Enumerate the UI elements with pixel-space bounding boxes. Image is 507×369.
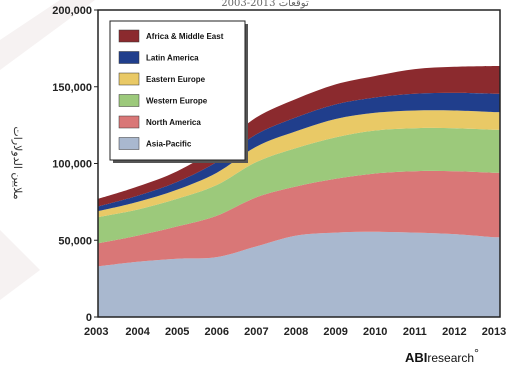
- legend-swatch: [118, 51, 140, 64]
- area-western-europe: [98, 127, 500, 244]
- legend-label: Western Europe: [146, 97, 208, 106]
- legend-items: Africa & Middle East Latin America Eastern…: [118, 29, 224, 150]
- legend-swatch: [118, 137, 140, 150]
- area-north-america: [98, 170, 500, 267]
- legend-label: North America: [146, 118, 201, 127]
- x-tick-label: 2009: [323, 326, 347, 338]
- brand-logo-light: research: [427, 351, 474, 365]
- legend-label: Eastern Europe: [146, 75, 206, 84]
- y-tick-label: 50,000: [58, 235, 92, 247]
- x-tick-label: 2011: [403, 326, 427, 338]
- brand-logo: ABIresearch°: [405, 346, 479, 365]
- area-eastern-europe: [98, 110, 500, 218]
- watermark-shape-2: [0, 230, 40, 300]
- legend-swatch: [118, 94, 140, 107]
- x-tick-label: 2007: [244, 326, 268, 338]
- legend-swatch: [118, 115, 140, 129]
- caption-prefix: توقعات: [279, 0, 309, 9]
- area-asia-pacific: [98, 231, 500, 317]
- x-tick-label: 2006: [205, 326, 229, 338]
- y-tick-label: 200,000: [52, 5, 92, 17]
- y-tick-label: 0: [86, 312, 92, 324]
- legend-swatch: [118, 29, 140, 43]
- x-tick-label: 2003: [84, 326, 108, 338]
- legend: Africa & Middle East Latin America Eastern…: [109, 20, 248, 163]
- brand-logo-mark: °: [474, 346, 479, 360]
- x-tick-label: 2010: [363, 326, 387, 338]
- caption-years: 2003-2013: [221, 0, 275, 9]
- x-tick-label: 2008: [284, 326, 308, 338]
- chart-caption: 2003-2013 توقعات: [221, 0, 309, 9]
- x-axis: 2003 2004 2005 2006 2007 2008 2009 2010 2011 2012…: [84, 326, 506, 338]
- x-tick-label: 2012: [442, 326, 466, 338]
- legend-label: Latin America: [146, 54, 199, 63]
- x-tick-label: 2005: [165, 326, 189, 338]
- x-tick-label: 2004: [125, 326, 150, 338]
- brand-logo-bold: ABI: [405, 350, 427, 365]
- area-latin-america: [98, 92, 500, 212]
- watermark-shape: [0, 0, 95, 70]
- legend-label: Africa & Middle East: [146, 32, 224, 41]
- y-axis-label: ملايين الدولارات: [11, 126, 24, 199]
- area-series-group: [98, 66, 500, 317]
- x-tick-label: 2013: [482, 326, 506, 338]
- area-africa-middle-east: [98, 66, 500, 207]
- y-tick-label: 100,000: [52, 159, 92, 171]
- legend-box: [109, 20, 246, 161]
- y-tick-label: 150,000: [52, 82, 92, 94]
- y-axis: 0 50,000 100,000 150,000 200,000: [52, 5, 98, 324]
- legend-label: Asia-Pacific: [146, 140, 192, 149]
- legend-swatch: [118, 72, 140, 86]
